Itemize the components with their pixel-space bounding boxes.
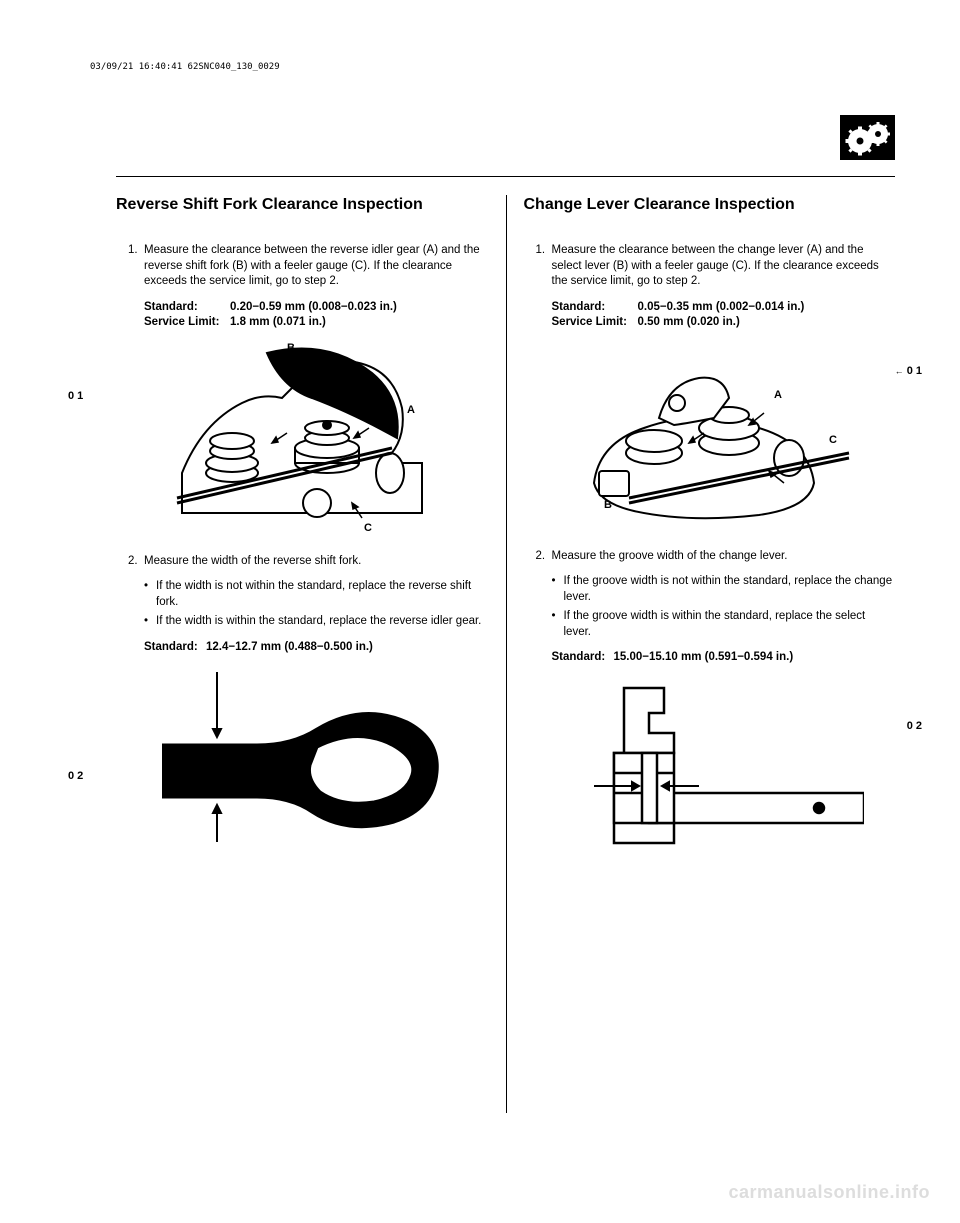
- left-spec-block-2: Standard: 12.4−12.7 mm (0.488−0.500 in.): [116, 640, 488, 656]
- header-rule: [116, 176, 895, 177]
- svg-text:A: A: [774, 389, 782, 401]
- right-column: Change Lever Clearance Inspection 1. Mea…: [506, 195, 896, 1113]
- right-step-2: 2. Measure the groove width of the chang…: [524, 549, 896, 565]
- step-number: 2.: [536, 549, 552, 565]
- left-bullets: •If the width is not within the standard…: [116, 579, 488, 630]
- column-divider: [506, 195, 507, 1113]
- gear-section-icon: [840, 115, 895, 160]
- margin-ref-right-2: 0 2: [907, 720, 922, 732]
- spec-value: 0.50 mm (0.020 in.): [638, 315, 740, 331]
- right-figure-1: A C B: [524, 343, 896, 533]
- margin-ref-left-1: 0 1: [68, 390, 83, 402]
- step-number: 2.: [128, 554, 144, 570]
- bullet-text: If the groove width is not within the st…: [564, 574, 896, 605]
- bullet-text: If the groove width is within the standa…: [564, 609, 896, 640]
- right-title: Change Lever Clearance Inspection: [524, 195, 896, 215]
- step-text: Measure the width of the reverse shift f…: [144, 554, 488, 570]
- spec-value: 12.4−12.7 mm (0.488−0.500 in.): [206, 640, 373, 656]
- fig-label-b: B: [287, 343, 295, 354]
- svg-text:B: B: [604, 499, 612, 511]
- watermark: carmanualsonline.info: [728, 1182, 930, 1203]
- right-spec-block-2: Standard: 15.00−15.10 mm (0.591−0.594 in…: [524, 650, 896, 666]
- spec-label: Service Limit:: [552, 315, 638, 331]
- step-text: Measure the clearance between the change…: [552, 243, 896, 290]
- bullet-text: If the width is not within the standard,…: [156, 579, 488, 610]
- step-number: 1.: [128, 243, 144, 290]
- spec-label: Standard:: [552, 650, 614, 666]
- left-title: Reverse Shift Fork Clearance Inspection: [116, 195, 488, 215]
- spec-label: Standard:: [144, 640, 206, 656]
- left-spec-block-1: Standard: 0.20−0.59 mm (0.008−0.023 in.)…: [116, 300, 488, 331]
- fig-label-a: A: [407, 404, 415, 416]
- right-spec-block-1: Standard: 0.05−0.35 mm (0.002−0.014 in.)…: [524, 300, 896, 331]
- spec-value: 1.8 mm (0.071 in.): [230, 315, 326, 331]
- step-number: 1.: [536, 243, 552, 290]
- spec-label: Standard:: [144, 300, 230, 316]
- spec-value: 0.20−0.59 mm (0.008−0.023 in.): [230, 300, 397, 316]
- page-timestamp: 03/09/21 16:40:41 62SNC040_130_0029: [90, 62, 280, 72]
- left-step-2: 2. Measure the width of the reverse shif…: [116, 554, 488, 570]
- step-text: Measure the groove width of the change l…: [552, 549, 896, 565]
- left-figure-2: [116, 667, 488, 847]
- spec-value: 15.00−15.10 mm (0.591−0.594 in.): [614, 650, 794, 666]
- right-figure-2: [524, 678, 896, 868]
- left-figure-1: B A C: [116, 343, 488, 538]
- right-bullets: •If the groove width is not within the s…: [524, 574, 896, 640]
- spec-value: 0.05−0.35 mm (0.002−0.014 in.): [638, 300, 805, 316]
- step-text: Measure the clearance between the revers…: [144, 243, 488, 290]
- spec-label: Service Limit:: [144, 315, 230, 331]
- margin-ref-left-2: 0 2: [68, 770, 83, 782]
- left-step-1: 1. Measure the clearance between the rev…: [116, 243, 488, 290]
- spec-label: Standard:: [552, 300, 638, 316]
- right-step-1: 1. Measure the clearance between the cha…: [524, 243, 896, 290]
- fig-label-c: C: [364, 522, 372, 534]
- left-column: Reverse Shift Fork Clearance Inspection …: [116, 195, 506, 1113]
- margin-ref-right-1: ← 0 1: [895, 365, 922, 377]
- bullet-text: If the width is within the standard, rep…: [156, 614, 481, 630]
- svg-text:C: C: [829, 434, 837, 446]
